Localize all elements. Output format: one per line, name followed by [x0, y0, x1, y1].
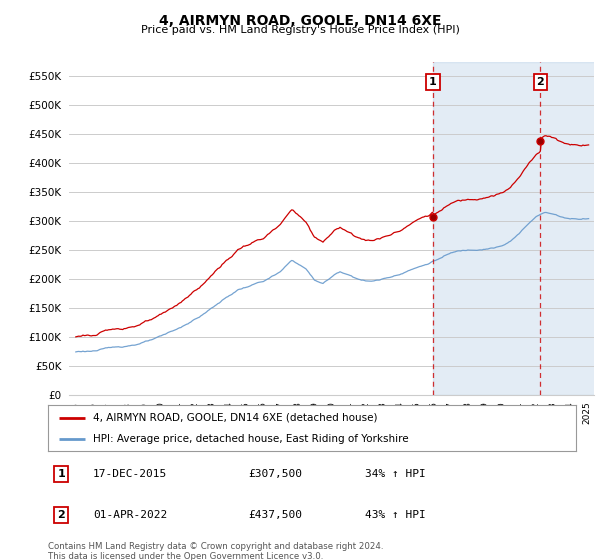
Text: 4, AIRMYN ROAD, GOOLE, DN14 6XE: 4, AIRMYN ROAD, GOOLE, DN14 6XE	[159, 14, 441, 28]
Text: 34% ↑ HPI: 34% ↑ HPI	[365, 469, 425, 479]
Bar	[433, 62, 596, 395]
Text: 01-APR-2022: 01-APR-2022	[93, 510, 167, 520]
Text: HPI: Average price, detached house, East Riding of Yorkshire: HPI: Average price, detached house, East…	[93, 435, 409, 444]
Text: 2: 2	[536, 77, 544, 87]
Text: 1: 1	[429, 77, 437, 87]
Text: 17-DEC-2015: 17-DEC-2015	[93, 469, 167, 479]
Text: 4, AIRMYN ROAD, GOOLE, DN14 6XE (detached house): 4, AIRMYN ROAD, GOOLE, DN14 6XE (detache…	[93, 413, 377, 423]
Text: 1: 1	[58, 469, 65, 479]
Text: Contains HM Land Registry data © Crown copyright and database right 2024.
This d: Contains HM Land Registry data © Crown c…	[48, 542, 383, 560]
Text: £307,500: £307,500	[248, 469, 302, 479]
Text: £437,500: £437,500	[248, 510, 302, 520]
Text: Price paid vs. HM Land Registry's House Price Index (HPI): Price paid vs. HM Land Registry's House …	[140, 25, 460, 35]
Text: 2: 2	[58, 510, 65, 520]
Text: 43% ↑ HPI: 43% ↑ HPI	[365, 510, 425, 520]
